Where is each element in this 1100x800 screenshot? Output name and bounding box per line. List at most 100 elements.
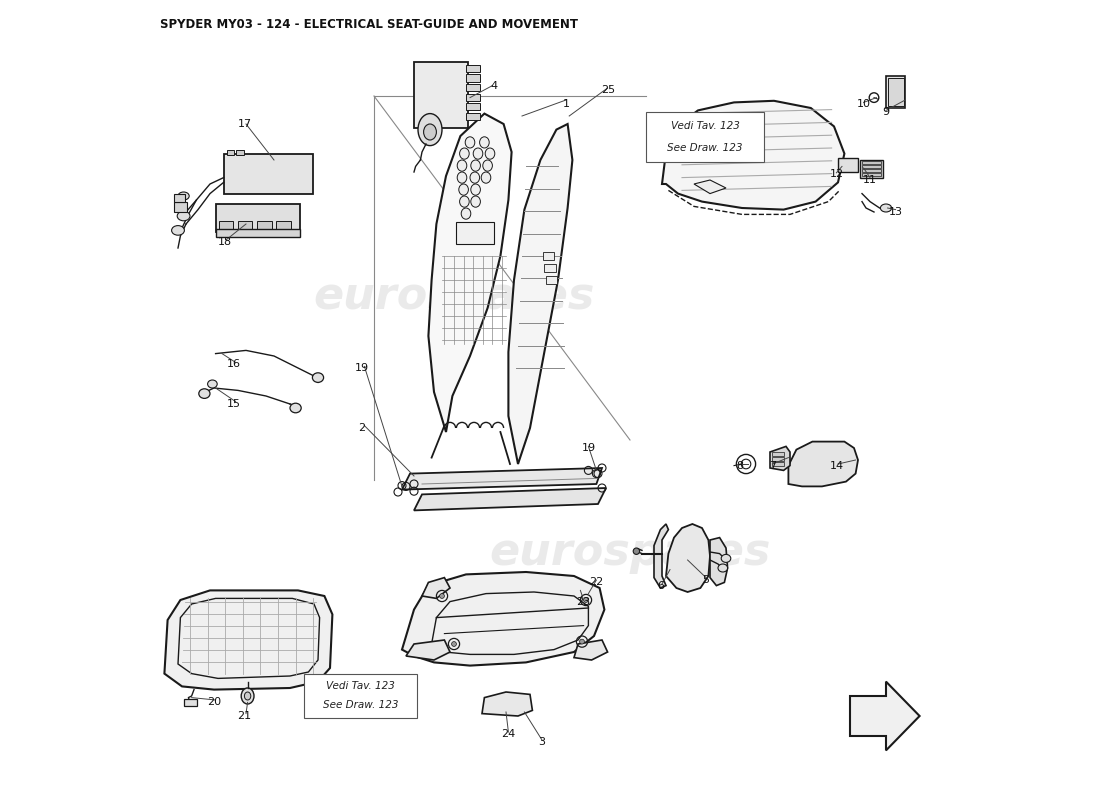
- Bar: [466, 84, 481, 91]
- Polygon shape: [164, 590, 332, 690]
- Bar: [862, 173, 881, 176]
- Bar: [862, 161, 881, 164]
- Ellipse shape: [722, 554, 730, 562]
- Bar: [466, 113, 481, 120]
- Bar: [772, 457, 783, 461]
- Ellipse shape: [461, 208, 471, 219]
- Text: 5: 5: [703, 575, 710, 585]
- Polygon shape: [574, 640, 607, 660]
- Bar: [174, 194, 185, 202]
- Ellipse shape: [458, 172, 466, 183]
- Text: Vedi Tav. 123: Vedi Tav. 123: [671, 121, 739, 131]
- Ellipse shape: [473, 148, 483, 159]
- Ellipse shape: [452, 642, 456, 646]
- Ellipse shape: [208, 380, 217, 388]
- Bar: [544, 264, 556, 272]
- Polygon shape: [402, 468, 602, 490]
- Text: 15: 15: [227, 399, 241, 409]
- Ellipse shape: [424, 124, 437, 140]
- Text: 14: 14: [829, 461, 844, 470]
- Text: 1: 1: [562, 99, 570, 109]
- Text: Vedi Tav. 123: Vedi Tav. 123: [326, 681, 395, 691]
- Bar: [227, 150, 234, 155]
- Bar: [466, 103, 481, 110]
- Polygon shape: [414, 488, 606, 510]
- Bar: [838, 158, 858, 172]
- Bar: [257, 221, 272, 230]
- Ellipse shape: [460, 148, 470, 159]
- Bar: [772, 452, 783, 456]
- Bar: [414, 62, 469, 128]
- Polygon shape: [789, 442, 858, 486]
- Text: 25: 25: [602, 85, 616, 94]
- Ellipse shape: [458, 160, 466, 171]
- Text: 3: 3: [539, 738, 546, 747]
- Text: 21: 21: [238, 711, 252, 721]
- Polygon shape: [428, 114, 512, 432]
- Bar: [546, 276, 558, 284]
- Polygon shape: [406, 640, 450, 660]
- Polygon shape: [850, 682, 920, 750]
- Ellipse shape: [634, 548, 639, 554]
- Bar: [862, 169, 881, 172]
- Polygon shape: [666, 524, 710, 592]
- Text: 8: 8: [736, 461, 744, 470]
- Ellipse shape: [290, 403, 301, 413]
- Ellipse shape: [177, 211, 190, 221]
- Text: 18: 18: [218, 237, 231, 246]
- Text: 19: 19: [581, 443, 595, 453]
- Ellipse shape: [440, 594, 444, 598]
- Bar: [185, 699, 197, 706]
- Text: 19: 19: [355, 363, 370, 373]
- Bar: [216, 204, 299, 232]
- Polygon shape: [770, 446, 790, 470]
- Ellipse shape: [241, 688, 254, 704]
- Bar: [236, 150, 243, 155]
- Text: 4: 4: [491, 82, 497, 91]
- Text: 13: 13: [889, 207, 903, 217]
- Text: 6: 6: [657, 581, 664, 590]
- Bar: [646, 112, 764, 162]
- Bar: [466, 74, 481, 82]
- Ellipse shape: [471, 196, 481, 207]
- Bar: [542, 252, 554, 260]
- Ellipse shape: [178, 192, 189, 200]
- Text: 23: 23: [576, 597, 591, 606]
- Bar: [862, 165, 881, 168]
- Bar: [223, 154, 314, 194]
- Text: SPYDER MY03 - 124 - ELECTRICAL SEAT-GUIDE AND MOVEMENT: SPYDER MY03 - 124 - ELECTRICAL SEAT-GUID…: [160, 18, 578, 30]
- Ellipse shape: [312, 373, 323, 382]
- Ellipse shape: [459, 184, 469, 195]
- Text: 12: 12: [829, 170, 844, 179]
- Polygon shape: [508, 124, 572, 464]
- Text: 17: 17: [238, 119, 252, 129]
- Text: See Draw. 123: See Draw. 123: [322, 700, 398, 710]
- Bar: [219, 221, 233, 230]
- Text: 20: 20: [207, 698, 221, 707]
- Ellipse shape: [718, 564, 727, 572]
- Ellipse shape: [470, 172, 480, 183]
- Polygon shape: [662, 101, 845, 210]
- Polygon shape: [482, 692, 532, 716]
- Ellipse shape: [460, 196, 470, 207]
- Ellipse shape: [481, 172, 491, 183]
- Bar: [888, 78, 903, 106]
- Bar: [216, 229, 299, 237]
- Bar: [304, 674, 417, 718]
- Bar: [772, 462, 783, 466]
- Ellipse shape: [480, 137, 490, 148]
- Ellipse shape: [172, 226, 185, 235]
- Ellipse shape: [483, 160, 493, 171]
- Text: 10: 10: [857, 99, 870, 109]
- Ellipse shape: [584, 598, 588, 602]
- Bar: [174, 202, 187, 212]
- Bar: [276, 221, 290, 230]
- Ellipse shape: [199, 389, 210, 398]
- Text: 24: 24: [502, 730, 516, 739]
- Text: 11: 11: [864, 175, 877, 185]
- Bar: [886, 76, 905, 108]
- Text: See Draw. 123: See Draw. 123: [668, 142, 742, 153]
- Ellipse shape: [471, 184, 481, 195]
- Ellipse shape: [465, 137, 475, 148]
- Ellipse shape: [471, 160, 481, 171]
